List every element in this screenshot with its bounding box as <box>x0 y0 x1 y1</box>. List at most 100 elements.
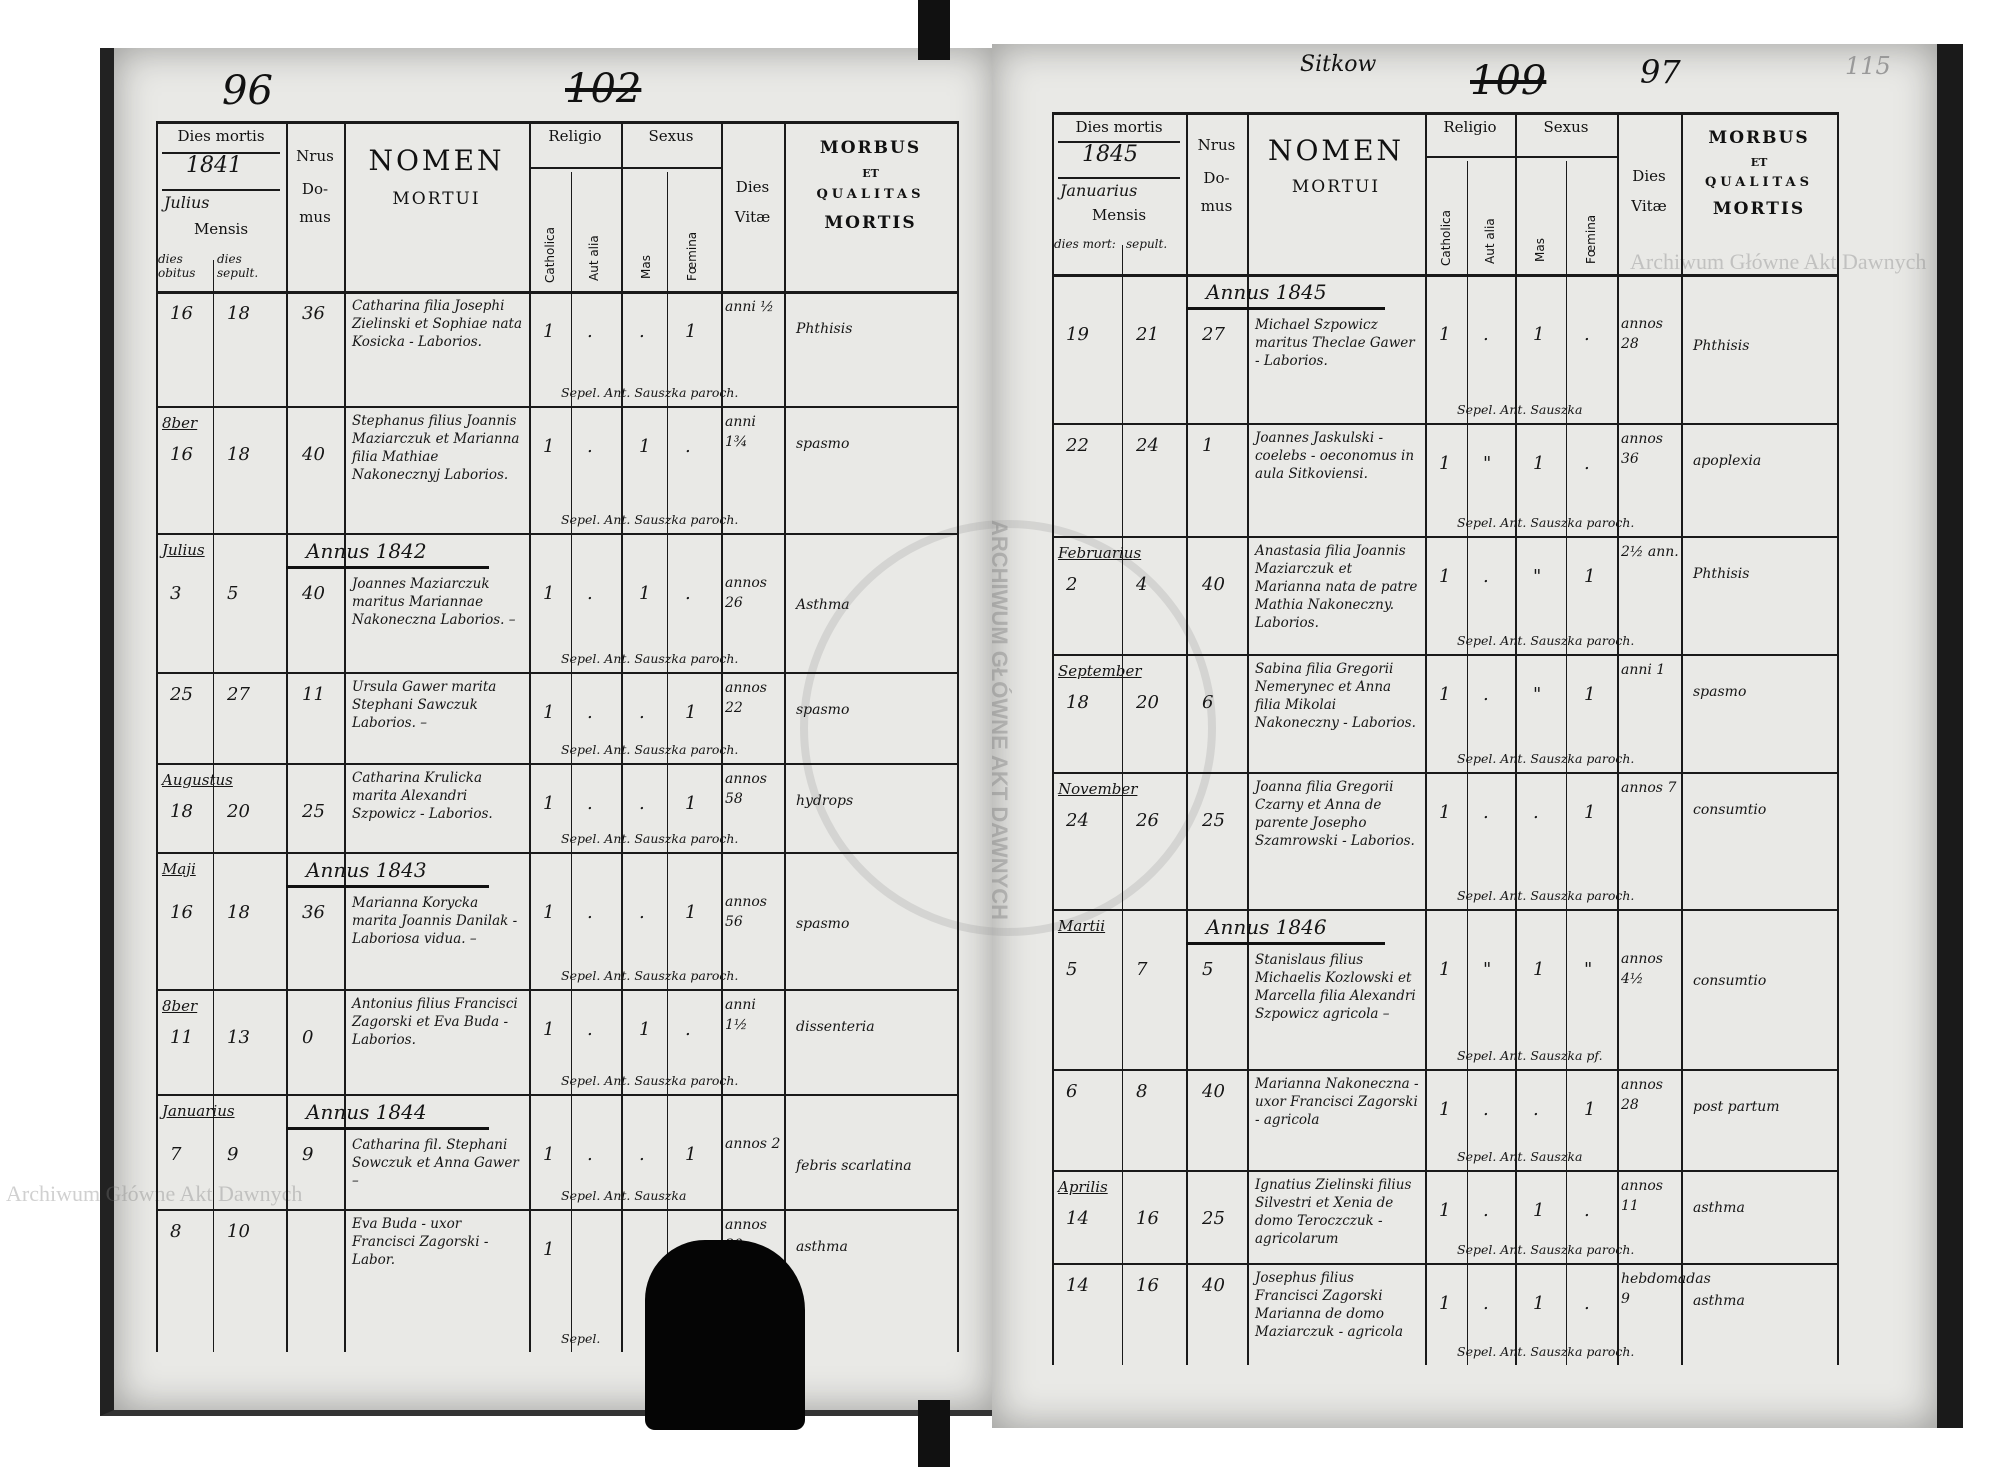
entry-foemina: . <box>1584 1293 1590 1314</box>
entry-dies-vitae: annos 22 <box>725 680 767 716</box>
left_page-column-rule <box>784 121 786 1352</box>
right_page-subcolumn-rule <box>1566 160 1567 1365</box>
entry-nomen: Catharina fil. Stephani Sowczuk et Anna … <box>352 1137 519 1189</box>
header-dies-vitae: Dies Vitæ <box>1631 166 1667 215</box>
ink-blot <box>645 1240 805 1430</box>
entry-morbus: dissenteria <box>796 1019 875 1035</box>
entry-month: Julius <box>162 541 205 559</box>
entry-foemina: 1 <box>685 793 697 814</box>
entry-morbus: apoplexia <box>1693 453 1762 469</box>
header-year: 1845 <box>1082 142 1138 168</box>
entry-domus: 0 <box>302 1027 314 1048</box>
entry-nomen: Anastasia filia Joannis Maziarczuk et Ma… <box>1255 543 1418 631</box>
left_page-subcolumn-rule <box>667 172 668 1352</box>
header-religio: Religio <box>1443 118 1497 136</box>
entry-sepelivit-note: Sepel. Ant. Sauszka paroch. <box>561 742 739 757</box>
entry-catholica: 1 <box>543 902 555 923</box>
entry-foemina: 1 <box>685 1144 697 1165</box>
entry-dies-sepult: 10 <box>227 1221 250 1242</box>
entry-domus: 6 <box>1202 692 1214 713</box>
entry-month: Februarius <box>1058 544 1142 562</box>
entry-dies-obitus: 14 <box>1066 1208 1089 1229</box>
entry-nomen: Eva Buda - uxor Francisci Zagorski - Lab… <box>352 1216 489 1268</box>
header-sexus: Sexus <box>1543 118 1589 136</box>
year-underline <box>1186 307 1385 310</box>
entry-morbus: spasmo <box>1693 684 1747 700</box>
header-mortis: MORTIS <box>824 212 917 233</box>
left-struck-number: 102 <box>565 66 642 112</box>
entry-nomen: Stanislaus filius Michaelis Kozlowski et… <box>1255 952 1416 1022</box>
entry-domus: 40 <box>302 444 325 465</box>
header-et: ET <box>862 166 879 180</box>
entry-dies-sepult: 20 <box>227 801 250 822</box>
left_page-subcolumn-rule <box>571 172 572 1352</box>
entry-aut-alia: . <box>587 321 593 342</box>
entry-mas: . <box>639 321 645 342</box>
right_page-religio-rule <box>1425 155 1617 158</box>
entry-sepelivit-note: Sepel. Ant. Sauszka paroch. <box>1457 1242 1635 1257</box>
year-underline <box>286 566 489 569</box>
entry-month: 8ber <box>162 997 198 1015</box>
entry-divider <box>156 672 957 674</box>
entry-catholica: 1 <box>1439 1293 1451 1314</box>
entry-dies-sepult: 13 <box>227 1027 250 1048</box>
entry-dies-obitus: 16 <box>170 902 193 923</box>
entry-nomen: Catharina Krulicka marita Alexandri Szpo… <box>352 770 493 822</box>
entry-morbus: hydrops <box>796 793 854 809</box>
entry-divider <box>156 1094 957 1096</box>
header-foemina: Fœmina <box>1584 214 1598 264</box>
entry-dies-vitae: annos 11 <box>1621 1178 1663 1214</box>
right_page-dies-rule <box>1058 176 1180 179</box>
header-morbus: MORBUS <box>819 138 922 158</box>
header-dies-mortis: Dies mortis <box>1075 118 1163 136</box>
entry-domus: 11 <box>302 684 325 705</box>
left_page-dies-rule <box>162 189 280 191</box>
entry-domus: 40 <box>302 583 325 604</box>
archive-stamp-watermark <box>800 520 1216 936</box>
entry-dies-vitae: annos 36 <box>1621 431 1663 467</box>
right_page-subcolumn-rule <box>1122 244 1123 1365</box>
entry-catholica: 1 <box>543 583 555 604</box>
entry-dies-sepult: 18 <box>227 303 250 324</box>
entry-dies-sepult: 24 <box>1136 435 1159 456</box>
entry-dies-sepult: 16 <box>1136 1208 1159 1229</box>
entry-dies-obitus: 16 <box>170 444 193 465</box>
right_page-column-rule <box>1515 112 1517 1365</box>
entry-dies-sepult: 7 <box>1136 959 1148 980</box>
entry-nomen: Antonius filius Francisci Zagorski et Ev… <box>352 996 518 1048</box>
entry-nomen: Marianna Korycka marita Joannis Danilak … <box>352 895 518 947</box>
entry-mas: 1 <box>639 436 651 457</box>
entry-dies-obitus: 8 <box>170 1221 182 1242</box>
entry-dies-sepult: 18 <box>227 902 250 923</box>
entry-aut-alia: " <box>1483 453 1492 474</box>
entry-mas: 1 <box>1533 324 1545 345</box>
entry-foemina: 1 <box>1584 802 1596 823</box>
entry-mas: . <box>1533 1099 1539 1120</box>
entry-foemina: " <box>1584 959 1593 980</box>
entry-dies-obitus: 6 <box>1066 1081 1078 1102</box>
entry-sepelivit-note: Sepel. Ant. Sauszka paroch. <box>1457 888 1635 903</box>
entry-dies-vitae: annos 26 <box>725 575 767 611</box>
entry-aut-alia: . <box>1483 566 1489 587</box>
entry-domus: 25 <box>1202 1208 1225 1229</box>
entry-mas: 1 <box>1533 959 1545 980</box>
entry-mas: " <box>1533 566 1542 587</box>
entry-dies-vitae: annos 4½ <box>1621 951 1663 987</box>
right_page-column-rule <box>1186 112 1188 1365</box>
header-catholica: Catholica <box>1439 209 1453 266</box>
entry-aut-alia: . <box>587 793 593 814</box>
entry-dies-obitus: 24 <box>1066 810 1089 831</box>
entry-dies-vitae: annos 28 <box>1621 1077 1663 1113</box>
entry-morbus: asthma <box>1693 1293 1745 1309</box>
entry-aut-alia: . <box>587 902 593 923</box>
entry-dies-sepult: 8 <box>1136 1081 1148 1102</box>
entry-divider <box>1052 1170 1837 1172</box>
left_page-header-rule <box>156 291 957 294</box>
entry-divider <box>156 533 957 535</box>
entry-month: 8ber <box>162 414 198 432</box>
entry-dies-sepult: 16 <box>1136 1275 1159 1296</box>
entry-catholica: 1 <box>543 436 555 457</box>
entry-catholica: 1 <box>543 321 555 342</box>
entry-dies-sepult: 9 <box>227 1144 239 1165</box>
entry-domus: 40 <box>1202 1275 1225 1296</box>
